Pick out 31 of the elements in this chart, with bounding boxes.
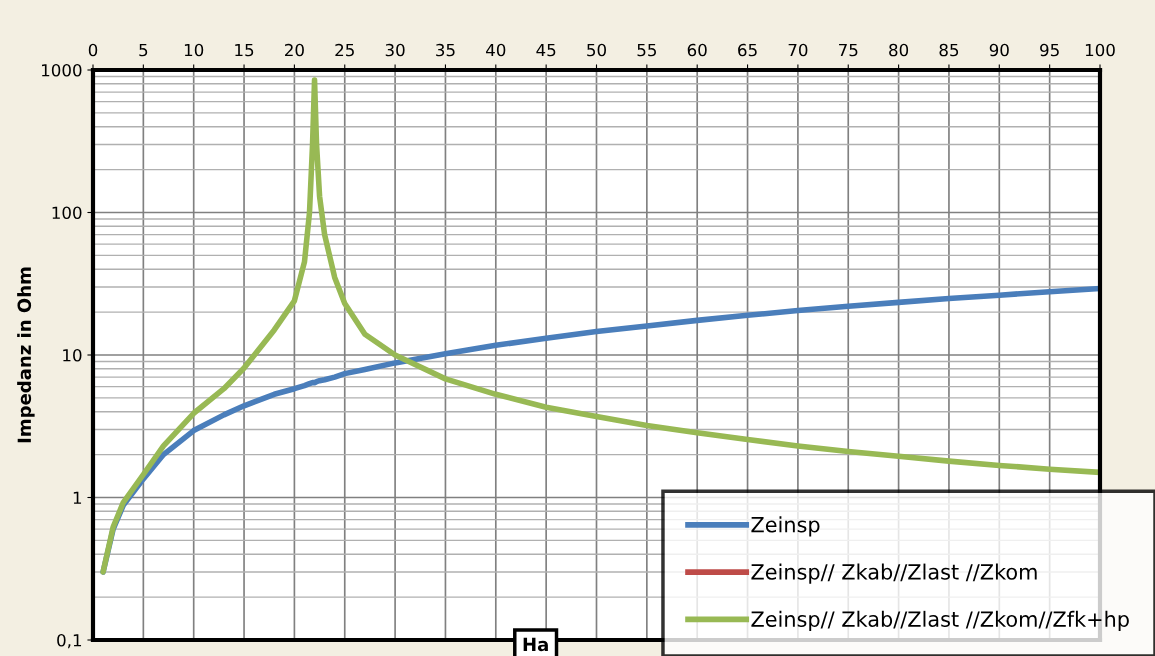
x-tick-label: 95	[1040, 43, 1059, 57]
legend-label: Zeinsp	[751, 516, 820, 537]
x-tick-label: 85	[939, 43, 959, 57]
x-tick-label: 15	[235, 43, 254, 57]
x-tick-label: 35	[436, 43, 455, 57]
y-tick-label: 1	[73, 491, 82, 504]
y-axis-title: Impedanz in Ohm	[17, 267, 35, 443]
x-tick-label: 20	[285, 43, 304, 57]
x-tick-label: 40	[486, 43, 506, 57]
legend-label: Zeinsp// Zkab//Zlast //Zkom	[751, 563, 1037, 584]
x-tick-label: 10	[184, 43, 204, 57]
y-tick-label: 0,1	[57, 633, 82, 649]
x-tick-label: 55	[637, 43, 656, 57]
x-tick-label: 5	[139, 43, 148, 57]
x-tick-label: 80	[889, 43, 909, 57]
x-tick-label: 0	[88, 43, 98, 57]
x-tick-label: 25	[335, 43, 354, 57]
x-tick-label: 100	[1085, 43, 1115, 57]
y-tick-label: 1000	[42, 63, 82, 77]
x-tick-label: 75	[839, 43, 858, 57]
x-tick-label: 90	[989, 43, 1009, 57]
x-tick-label: 30	[385, 43, 405, 57]
x-tick-label: 70	[788, 43, 808, 57]
legend-label: Zeinsp// Zkab//Zlast //Zkom//Zfk+hp	[751, 610, 1129, 631]
x-tick-label: 50	[587, 43, 606, 57]
y-tick-label: 10	[63, 348, 82, 362]
annotation: Ha	[523, 637, 548, 652]
y-tick-label: 100	[52, 206, 82, 220]
x-tick-label: 60	[687, 43, 707, 57]
x-tick-label: 65	[738, 43, 757, 57]
x-tick-label: 45	[536, 43, 556, 57]
